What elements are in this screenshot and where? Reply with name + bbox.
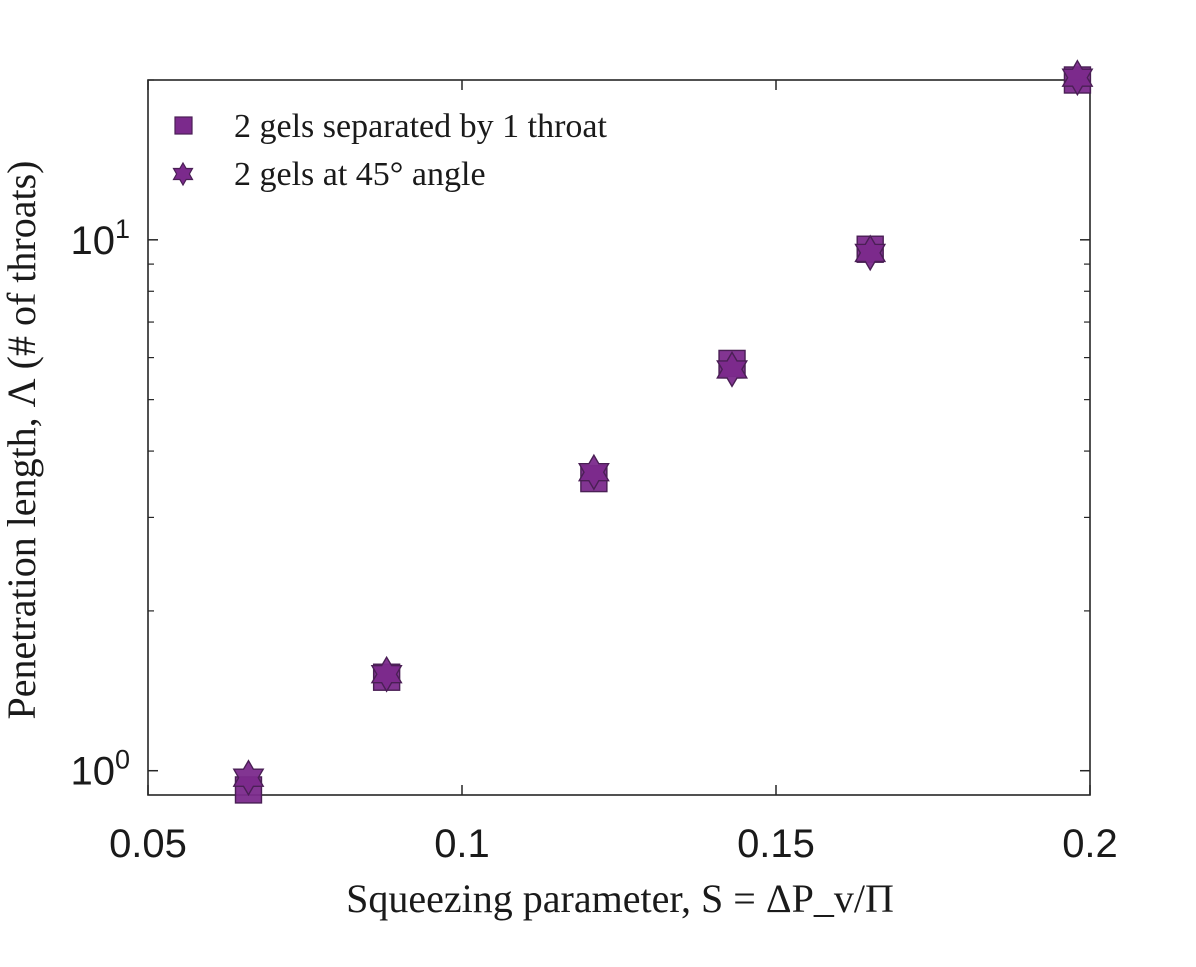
x-axis: 0.05 0.1 0.15 0.2: [109, 80, 1118, 866]
hexagram-marker: [370, 655, 403, 693]
hexagram-marker: [854, 234, 887, 272]
plot-frame: [147, 79, 1091, 796]
hexagram-marker: [716, 351, 749, 388]
hexagram-marker: [578, 453, 610, 491]
y-axis: 100 101: [70, 79, 1090, 794]
data-markers: [232, 59, 1094, 804]
x-tick-label: 0.05: [109, 822, 187, 866]
hexagram-marker: [232, 759, 265, 797]
legend-marker-square: [174, 116, 193, 135]
x-axis-title: Squeezing parameter, S = ΔP_v/Π: [346, 876, 894, 921]
legend: 2 gels separated by 1 throat 2 gels at 4…: [172, 108, 607, 193]
y-axis-title: Penetration length, Λ (# of throats): [0, 161, 44, 720]
legend-marker-hexagram: [172, 161, 194, 187]
x-tick-label: 0.1: [434, 822, 490, 866]
plot-border: [147, 79, 1091, 796]
y-tick-label: 100: [70, 745, 130, 794]
x-tick-label: 0.15: [737, 822, 815, 866]
x-tick-label: 0.2: [1062, 822, 1118, 866]
hexagram-marker: [1061, 59, 1094, 97]
legend-label-series-1: 2 gels separated by 1 throat: [234, 108, 607, 145]
legend-label-series-2: 2 gels at 45° angle: [234, 156, 486, 193]
y-tick-label: 101: [70, 214, 130, 263]
